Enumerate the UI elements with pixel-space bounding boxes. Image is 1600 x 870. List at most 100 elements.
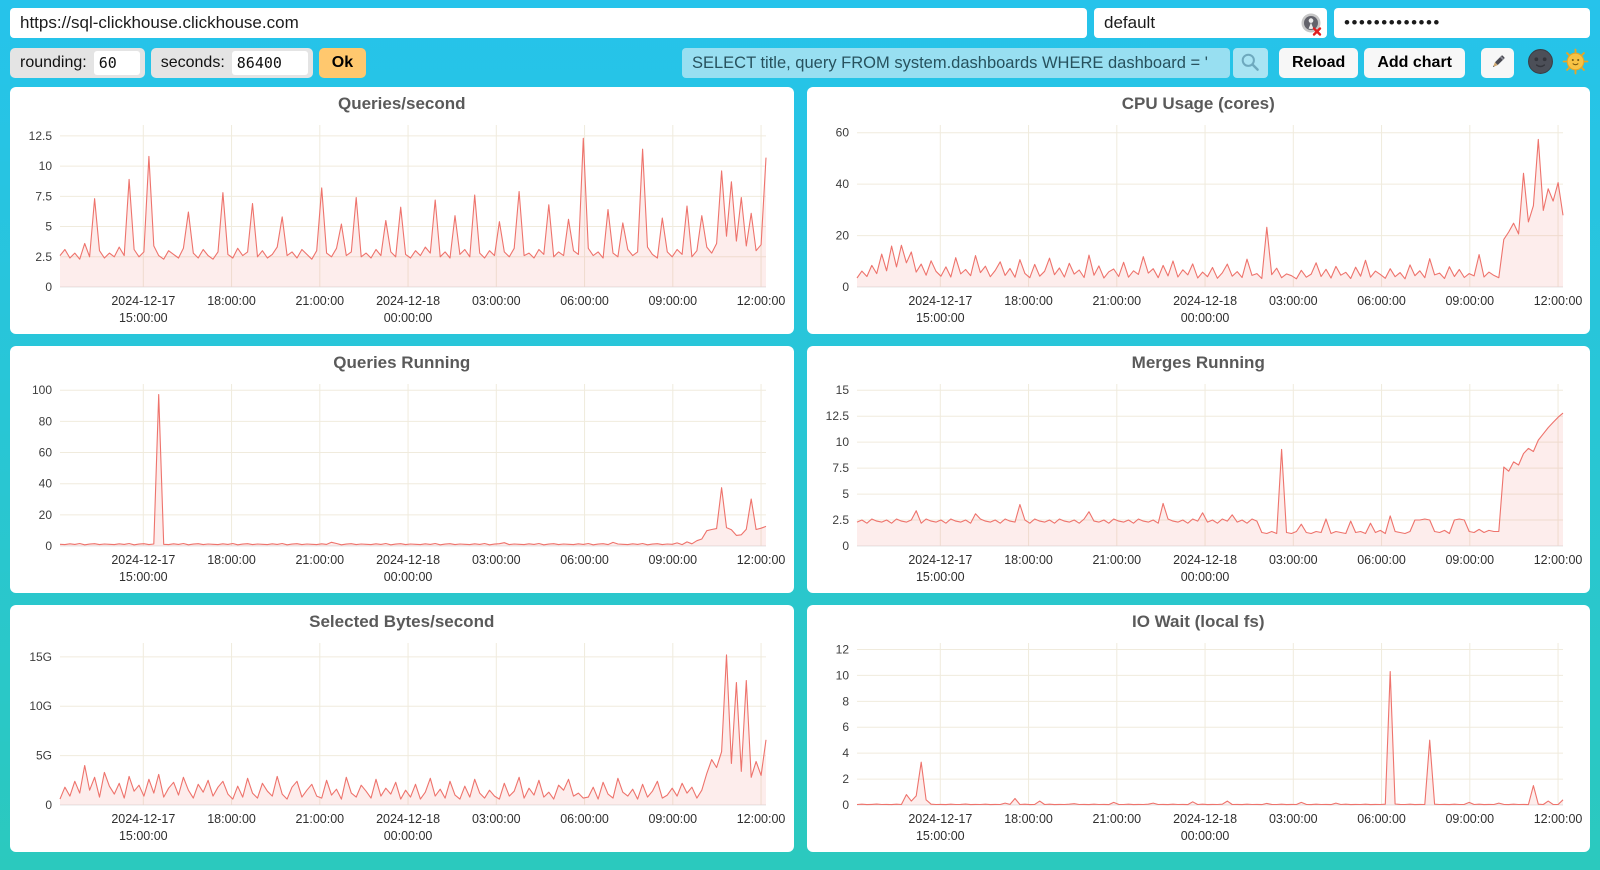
chart-canvas[interactable]: 0 2 4 6 8 10 12 2024-12-17 15:00:00 18:00:00 21:00… <box>809 633 1589 849</box>
svg-text:2024-12-17: 2024-12-17 <box>908 812 972 826</box>
svg-text:2024-12-17: 2024-12-17 <box>908 294 972 308</box>
dashboard-query-group <box>681 48 1268 78</box>
seconds-label: seconds: <box>160 54 225 71</box>
edit-button[interactable] <box>1481 48 1514 78</box>
svg-text:40: 40 <box>835 177 849 191</box>
svg-text:00:00:00: 00:00:00 <box>1180 829 1229 843</box>
svg-text:09:00:00: 09:00:00 <box>648 294 697 308</box>
svg-text:8: 8 <box>842 694 849 708</box>
magnifier-icon <box>1240 52 1260 75</box>
svg-text:09:00:00: 09:00:00 <box>1445 812 1494 826</box>
chart-title: Queries/second <box>337 94 466 113</box>
svg-text:00:00:00: 00:00:00 <box>384 570 433 584</box>
svg-text:2.5: 2.5 <box>832 513 849 527</box>
svg-text:03:00:00: 03:00:00 <box>472 294 521 308</box>
svg-text:4: 4 <box>842 746 849 760</box>
svg-text:10: 10 <box>835 668 849 682</box>
chart-canvas[interactable]: 0 2.5 5 7.5 10 12.5 15 2024-12-17 15:00:00 18:00:… <box>809 374 1589 590</box>
svg-text:2024-12-18: 2024-12-18 <box>376 294 440 308</box>
svg-text:21:00:00: 21:00:00 <box>295 812 344 826</box>
svg-text:20: 20 <box>835 229 849 243</box>
chart-canvas[interactable]: 0 20 40 60 80 100 2024-12-17 15:00:00 18:00:00 21… <box>12 374 792 590</box>
username-input[interactable] <box>1094 8 1327 38</box>
chart-title: CPU Usage (cores) <box>1121 94 1275 113</box>
svg-text:00:00:00: 00:00:00 <box>1180 570 1229 584</box>
svg-text:2024-12-17: 2024-12-17 <box>908 553 972 567</box>
rounding-label: rounding: <box>20 54 87 71</box>
svg-text:2024-12-18: 2024-12-18 <box>376 553 440 567</box>
svg-text:03:00:00: 03:00:00 <box>472 812 521 826</box>
chart-title: Selected Bytes/second <box>309 612 495 631</box>
svg-text:0: 0 <box>45 798 52 812</box>
svg-text:6: 6 <box>842 720 849 734</box>
svg-text:21:00:00: 21:00:00 <box>295 553 344 567</box>
rounding-input[interactable] <box>93 51 140 75</box>
run-query-button[interactable] <box>1232 48 1268 78</box>
svg-text:15:00:00: 15:00:00 <box>915 570 964 584</box>
chart-card-queries-per-second: Queries/second 0 2.5 5 7.5 10 12.5 2024-12-17 1… <box>10 87 794 334</box>
svg-text:18:00:00: 18:00:00 <box>1004 294 1053 308</box>
pencil-icon <box>1489 53 1507 74</box>
username-field <box>1094 8 1327 38</box>
svg-text:03:00:00: 03:00:00 <box>1268 553 1317 567</box>
chart-card-selected-bytes-per-second: Selected Bytes/second 0 5G 10G 15G 2024-12-1… <box>10 605 794 852</box>
charts-grid: Queries/second 0 2.5 5 7.5 10 12.5 2024-12-17 1… <box>0 84 1600 852</box>
svg-text:09:00:00: 09:00:00 <box>648 553 697 567</box>
svg-text:60: 60 <box>835 126 849 140</box>
svg-text:2024-12-18: 2024-12-18 <box>376 812 440 826</box>
svg-text:03:00:00: 03:00:00 <box>1268 812 1317 826</box>
theme-light-button[interactable] <box>1561 48 1590 78</box>
svg-text:0: 0 <box>842 798 849 812</box>
chart-canvas[interactable]: 0 5G 10G 15G 2024-12-17 15:00:00 18:00:00 21:00… <box>12 633 792 849</box>
chart-title: Merges Running <box>1131 353 1265 372</box>
svg-text:0: 0 <box>842 280 849 294</box>
svg-text:5: 5 <box>842 487 849 501</box>
svg-text:15:00:00: 15:00:00 <box>119 311 168 325</box>
svg-text:00:00:00: 00:00:00 <box>384 311 433 325</box>
svg-text:18:00:00: 18:00:00 <box>207 294 256 308</box>
svg-text:15:00:00: 15:00:00 <box>119 829 168 843</box>
reload-button[interactable]: Reload <box>1278 48 1359 78</box>
add-chart-button[interactable]: Add chart <box>1364 48 1465 78</box>
svg-text:06:00:00: 06:00:00 <box>560 553 609 567</box>
svg-text:7.5: 7.5 <box>832 461 849 475</box>
svg-text:2024-12-18: 2024-12-18 <box>1173 294 1237 308</box>
broken-image-icon <box>1299 11 1323 42</box>
svg-text:7.5: 7.5 <box>35 189 52 203</box>
svg-text:06:00:00: 06:00:00 <box>1357 294 1406 308</box>
server-url-input[interactable] <box>10 8 1087 38</box>
svg-text:12:00:00: 12:00:00 <box>737 553 786 567</box>
svg-text:20: 20 <box>39 508 53 522</box>
svg-text:12:00:00: 12:00:00 <box>737 812 786 826</box>
svg-text:09:00:00: 09:00:00 <box>648 812 697 826</box>
svg-text:06:00:00: 06:00:00 <box>560 294 609 308</box>
password-input[interactable] <box>1334 8 1590 38</box>
svg-text:80: 80 <box>39 414 53 428</box>
svg-text:12: 12 <box>835 642 849 656</box>
svg-text:09:00:00: 09:00:00 <box>1445 553 1494 567</box>
svg-text:09:00:00: 09:00:00 <box>1445 294 1494 308</box>
theme-dark-button[interactable] <box>1526 49 1555 78</box>
svg-text:21:00:00: 21:00:00 <box>1092 553 1141 567</box>
chart-title: IO Wait (local fs) <box>1131 612 1265 631</box>
chart-canvas[interactable]: 0 2.5 5 7.5 10 12.5 2024-12-17 15:00:00 18:00:00… <box>12 115 792 331</box>
svg-text:2024-12-17: 2024-12-17 <box>111 294 175 308</box>
svg-text:21:00:00: 21:00:00 <box>295 294 344 308</box>
svg-text:00:00:00: 00:00:00 <box>384 829 433 843</box>
svg-text:60: 60 <box>39 446 53 460</box>
svg-text:10: 10 <box>39 159 53 173</box>
svg-text:5: 5 <box>45 220 52 234</box>
svg-text:06:00:00: 06:00:00 <box>1357 812 1406 826</box>
chart-title: Queries Running <box>333 353 471 372</box>
chart-canvas[interactable]: 0 20 40 60 2024-12-17 15:00:00 18:00:00 21:00:0… <box>809 115 1589 331</box>
ok-button[interactable]: Ok <box>318 48 367 78</box>
svg-text:06:00:00: 06:00:00 <box>560 812 609 826</box>
svg-text:100: 100 <box>32 383 52 397</box>
svg-text:03:00:00: 03:00:00 <box>472 553 521 567</box>
new-moon-face-icon <box>1527 48 1554 78</box>
svg-text:12:00:00: 12:00:00 <box>1533 553 1582 567</box>
dashboard-query-input[interactable] <box>681 48 1230 78</box>
seconds-input[interactable] <box>231 51 308 75</box>
svg-text:2024-12-17: 2024-12-17 <box>111 553 175 567</box>
svg-text:15:00:00: 15:00:00 <box>915 829 964 843</box>
